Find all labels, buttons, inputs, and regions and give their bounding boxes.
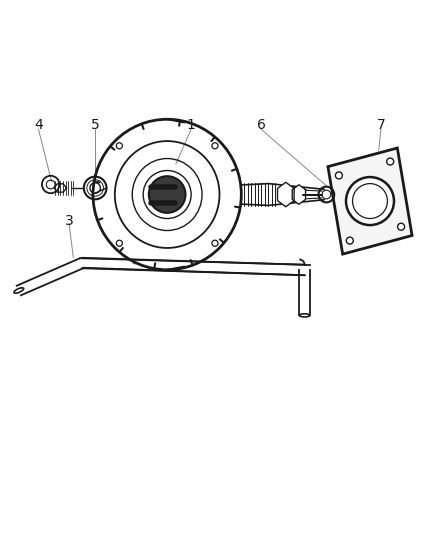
Polygon shape (277, 182, 293, 207)
Circle shape (397, 223, 404, 230)
Circle shape (148, 176, 185, 213)
Circle shape (335, 172, 342, 179)
Circle shape (345, 177, 393, 225)
Text: 7: 7 (376, 118, 385, 132)
Ellipse shape (14, 288, 24, 293)
Polygon shape (292, 185, 305, 204)
Circle shape (386, 158, 393, 165)
Text: 3: 3 (64, 214, 73, 228)
Text: 4: 4 (34, 118, 43, 132)
Polygon shape (327, 148, 411, 254)
Text: 6: 6 (256, 118, 265, 132)
Circle shape (346, 237, 353, 244)
Ellipse shape (299, 314, 309, 317)
Text: 5: 5 (91, 118, 99, 132)
Text: 1: 1 (186, 118, 195, 132)
